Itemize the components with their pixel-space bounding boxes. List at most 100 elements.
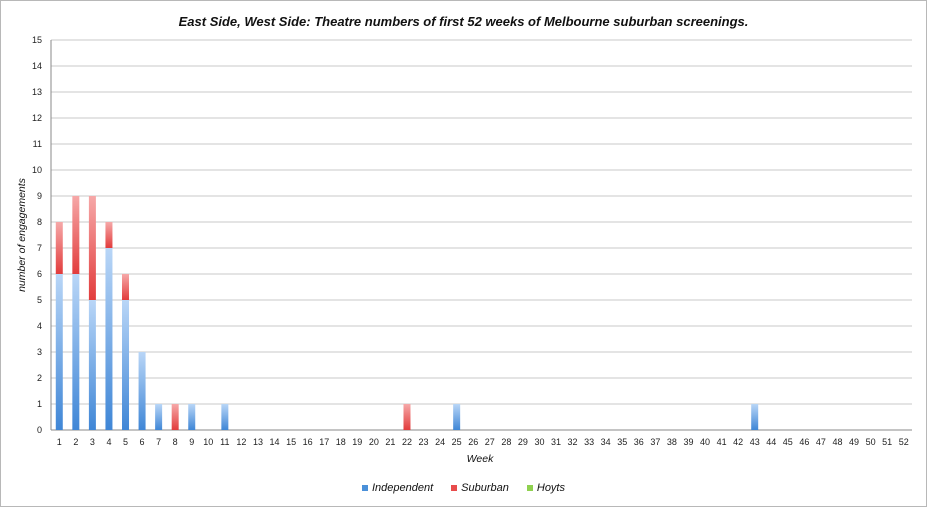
x-tick-label: 8: [173, 437, 178, 447]
x-tick-label: 27: [485, 437, 495, 447]
x-tick-label: 52: [899, 437, 909, 447]
y-tick-label: 3: [37, 347, 42, 357]
legend-swatch: [451, 485, 458, 492]
bar-suburban-week-1: [55, 222, 63, 274]
x-tick-label: 17: [319, 437, 329, 447]
bar-independent-week-5: [122, 300, 130, 430]
x-tick-label: 30: [534, 437, 544, 447]
x-tick-label: 22: [402, 437, 412, 447]
x-tick-label: 42: [733, 437, 743, 447]
x-tick-label: 3: [90, 437, 95, 447]
x-tick-label: 46: [799, 437, 809, 447]
x-tick-label: 21: [385, 437, 395, 447]
x-tick-label: 44: [766, 437, 776, 447]
x-tick-label: 45: [783, 437, 793, 447]
bar-suburban-week-3: [88, 196, 96, 300]
bar-independent-week-7: [155, 404, 163, 430]
x-tick-label: 36: [634, 437, 644, 447]
bar-independent-week-2: [72, 274, 80, 430]
x-tick-label: 47: [816, 437, 826, 447]
x-tick-label: 11: [220, 437, 229, 447]
x-tick-label: 20: [369, 437, 379, 447]
y-tick-label: 5: [37, 295, 42, 305]
x-tick-label: 6: [140, 437, 145, 447]
x-tick-label: 34: [601, 437, 611, 447]
x-tick-label: 48: [832, 437, 842, 447]
legend-item-hoyts: Hoyts: [526, 482, 565, 494]
y-tick-label: 10: [32, 165, 42, 175]
x-tick-label: 13: [253, 437, 263, 447]
y-tick-label: 1: [37, 399, 42, 409]
x-tick-label: 4: [106, 437, 111, 447]
x-tick-label: 41: [717, 437, 727, 447]
y-tick-label: 14: [32, 61, 42, 71]
bar-independent-week-6: [138, 352, 146, 430]
x-tick-label: 50: [866, 437, 876, 447]
bar-independent-week-3: [88, 300, 96, 430]
x-tick-label: 43: [750, 437, 760, 447]
x-tick-label: 49: [849, 437, 859, 447]
legend-swatch: [361, 485, 368, 492]
bar-suburban-week-2: [72, 196, 80, 274]
legend-item-independent: Independent: [361, 482, 434, 494]
x-tick-label: 12: [236, 437, 246, 447]
x-tick-label: 33: [584, 437, 594, 447]
bar-suburban-week-22: [403, 404, 411, 430]
x-tick-label: 16: [303, 437, 313, 447]
x-tick-label: 35: [617, 437, 627, 447]
x-tick-label: 26: [468, 437, 478, 447]
x-tick-label: 39: [683, 437, 693, 447]
x-tick-label: 5: [123, 437, 128, 447]
y-tick-label: 6: [37, 269, 42, 279]
y-tick-label: 8: [37, 217, 42, 227]
legend-swatch: [526, 485, 533, 492]
x-tick-label: 19: [352, 437, 362, 447]
bars: [55, 196, 759, 430]
x-tick-label: 38: [667, 437, 677, 447]
x-tick-label: 14: [270, 437, 280, 447]
x-tick-label: 10: [203, 437, 213, 447]
x-tick-labels: 1 2 3 4 5 6 7 8 9 10 11 12 13 14 15 16 17 18 19 20 21 22 23 24 2…: [57, 437, 909, 447]
x-tick-label: 15: [286, 437, 296, 447]
x-tick-label: 24: [435, 437, 445, 447]
bar-independent-week-4: [105, 248, 113, 430]
y-tick-label: 0: [37, 425, 42, 435]
y-tick-label: 11: [33, 139, 42, 149]
y-tick-label: 12: [32, 113, 42, 123]
x-axis-label: Week: [467, 453, 494, 465]
x-tick-label: 1: [57, 437, 62, 447]
x-tick-label: 18: [336, 437, 346, 447]
x-tick-label: 37: [650, 437, 660, 447]
chart-title: East Side, West Side: Theatre numbers of…: [178, 14, 749, 29]
bar-independent-week-1: [55, 274, 63, 430]
y-axis-label: number of engagements: [16, 177, 28, 292]
legend-label: Hoyts: [536, 482, 565, 494]
bar-independent-week-11: [221, 404, 229, 430]
legend-label: Suburban: [461, 482, 509, 494]
bar-independent-week-25: [453, 404, 461, 430]
bar-suburban-week-5: [122, 274, 130, 300]
y-tick-label: 4: [37, 321, 42, 331]
legend: Independent Suburban Hoyts: [0, 482, 927, 494]
x-tick-label: 23: [419, 437, 429, 447]
legend-item-suburban: Suburban: [451, 482, 509, 494]
bar-suburban-week-4: [105, 222, 113, 248]
y-tick-label: 2: [37, 373, 42, 383]
y-tick-label: 13: [32, 87, 42, 97]
y-tick-label: 7: [37, 243, 42, 253]
x-tick-label: 31: [551, 437, 561, 447]
legend-label: Independent: [371, 482, 434, 494]
gridlines: [50, 39, 912, 431]
x-tick-label: 40: [700, 437, 710, 447]
x-tick-label: 7: [156, 437, 161, 447]
x-tick-label: 51: [882, 437, 892, 447]
x-tick-label: 25: [452, 437, 462, 447]
y-tick-label: 9: [37, 191, 42, 201]
x-tick-label: 9: [189, 437, 194, 447]
x-tick-label: 29: [518, 437, 528, 447]
y-tick-label: 15: [32, 35, 42, 45]
x-tick-label: 32: [568, 437, 578, 447]
